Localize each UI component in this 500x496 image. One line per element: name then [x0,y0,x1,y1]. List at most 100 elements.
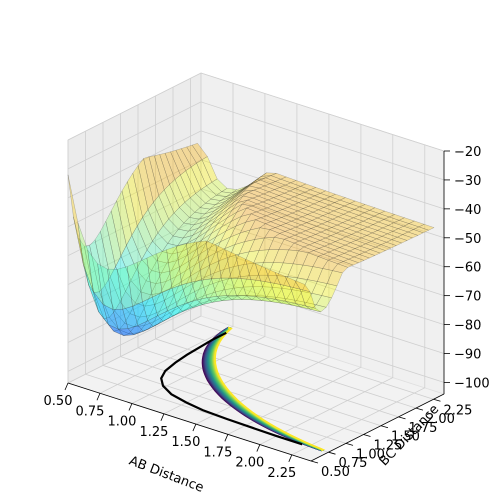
surface-patch [211,178,228,193]
surface-patch [89,239,106,293]
surface-patch [183,217,200,226]
x-tick-label: 0.50 [44,394,73,409]
x-tick [256,444,261,452]
surface-patch [124,313,141,328]
surface-patch [328,249,345,256]
surface-patch [222,276,239,291]
surface-patch [382,225,399,232]
x-axis-line [67,382,312,462]
gridline-x [131,93,266,404]
surface-patch [166,246,183,289]
surface-patch [133,315,151,328]
surface-patch [158,310,175,325]
surface-patch [228,264,245,280]
surface-patch [130,269,147,293]
surface-patch [246,197,264,205]
surface-patch [307,266,324,282]
surface-patch [120,244,137,282]
surface-patch [180,248,198,267]
surface-patch [365,241,382,248]
surface-patch [239,219,256,234]
surface-patch [197,223,213,238]
surface-patch [125,280,141,304]
surface-patch [268,236,285,250]
surface-patch [137,157,154,211]
surface-patch [261,207,278,214]
surface-patch [269,181,286,188]
surface-patch [348,256,365,264]
surface-patch [305,305,321,313]
trajectory-line [160,331,303,446]
surface-patch [299,288,316,309]
surface-patch [202,215,219,231]
surface-patch [368,207,386,214]
surface-patch [291,210,309,218]
surface-patch [329,241,346,248]
surface-patch [295,224,312,232]
surface-patch [129,302,146,318]
surface-patch [245,205,263,213]
surface-patch [244,227,261,243]
surface-patch [133,328,149,336]
surface-patch [78,238,95,293]
surface-patch [168,287,186,307]
surface-patch [225,249,242,279]
surface-patch [174,174,191,203]
surface-patch [196,159,213,187]
z-tick-label: −80 [454,319,481,334]
surface-patch [381,233,398,240]
surface-patch [83,264,99,312]
surface-patch [228,190,245,204]
surface-patch [348,248,366,255]
surface-patch [187,221,205,232]
surface-patch [281,207,299,214]
surface-patch [344,242,362,249]
surface-patch [267,262,284,276]
surface-patch [118,322,135,335]
surface-patch [271,211,288,218]
surface-patch [269,227,286,234]
surface-patch [334,238,352,246]
surface-patch [178,222,195,232]
surface-patch [154,287,171,305]
surface-patch [310,304,327,313]
surface-patch [215,191,233,197]
surface-patch [286,212,303,220]
surface-patch [229,188,246,201]
surface-patch [217,287,234,299]
surface-patch [218,266,235,282]
surface-patch [199,210,215,220]
surface-patch [299,183,317,191]
surface-patch [200,185,217,200]
surface-patch [175,259,192,278]
surface-patch [248,237,265,253]
surface-patch [225,215,242,232]
surface-patch [252,274,269,287]
surface-patch [234,184,251,196]
surface-patch [215,244,232,279]
gridline-z [67,159,445,239]
surface-patch [337,214,355,221]
surface-patch [367,215,385,223]
surface-patch [234,229,251,245]
surface-patch [376,227,394,235]
y-tick-label: 0.50 [321,465,350,480]
surface-patch [213,203,229,217]
surface-patch [343,250,361,258]
surface-patch [150,281,167,296]
surface-patch [219,244,236,262]
surface-patch [203,260,221,278]
surface-patch [363,210,381,217]
surface-patch [257,262,274,276]
surface-patch [187,295,205,309]
surface-patch [235,254,252,280]
surface-patch [364,249,381,256]
surface-patch [373,213,390,220]
surface-patch [280,215,298,222]
surface-patch [254,179,271,187]
surface-patch [186,239,203,256]
surface-patch [152,232,169,253]
surface-patch [205,226,222,244]
surface-patch [375,236,393,243]
surface-patch [321,221,338,228]
